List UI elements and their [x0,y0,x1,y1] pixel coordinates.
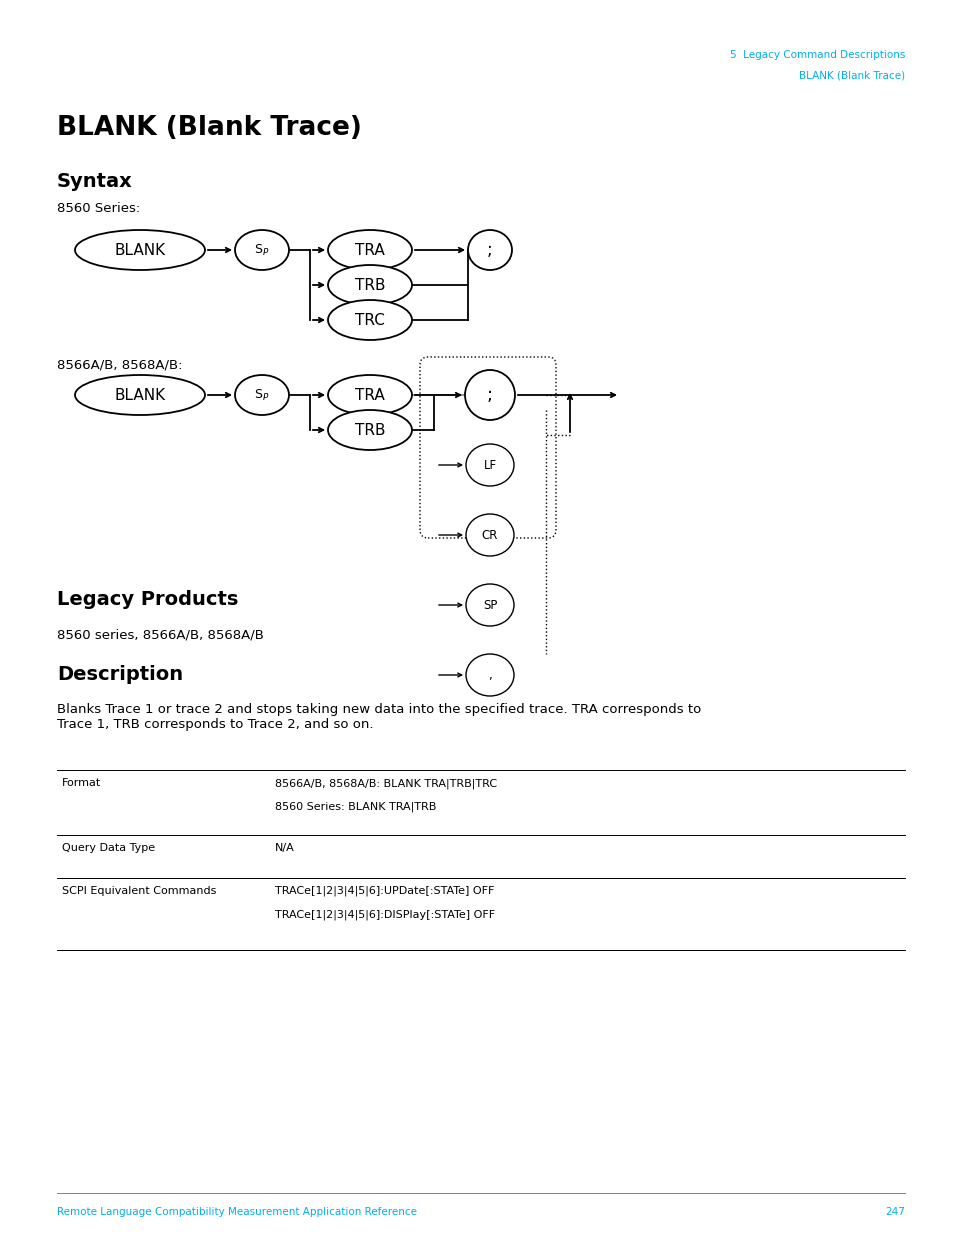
Text: ;: ; [486,387,493,404]
Text: 8560 Series: BLANK TRA|TRB: 8560 Series: BLANK TRA|TRB [274,802,436,813]
Ellipse shape [465,514,514,556]
Text: TRA: TRA [355,388,384,403]
Ellipse shape [234,230,289,270]
Text: TRB: TRB [355,422,385,437]
Text: Query Data Type: Query Data Type [62,844,155,853]
Text: CR: CR [481,529,497,541]
Ellipse shape [328,410,412,450]
Text: ,: , [488,668,492,682]
Text: 5  Legacy Command Descriptions: 5 Legacy Command Descriptions [729,49,904,61]
Text: 247: 247 [884,1207,904,1216]
Text: Syntax: Syntax [57,172,132,191]
Text: TRC: TRC [355,312,384,327]
Text: Legacy Products: Legacy Products [57,590,238,609]
Text: 8566A/B, 8568A/B:: 8566A/B, 8568A/B: [57,358,182,370]
Ellipse shape [328,266,412,305]
Text: TRB: TRB [355,278,385,293]
Text: S$_P$: S$_P$ [254,242,270,258]
Text: SP: SP [482,599,497,611]
Text: S$_P$: S$_P$ [254,388,270,403]
Ellipse shape [75,375,205,415]
Ellipse shape [465,655,514,697]
Ellipse shape [234,375,289,415]
Text: BLANK (Blank Trace): BLANK (Blank Trace) [798,70,904,80]
Ellipse shape [328,230,412,270]
Text: Format: Format [62,778,101,788]
Text: Remote Language Compatibility Measurement Application Reference: Remote Language Compatibility Measuremen… [57,1207,416,1216]
Text: ;: ; [487,241,493,259]
Text: TRACe[1|2|3|4|5|6]:UPDate[:STATe] OFF: TRACe[1|2|3|4|5|6]:UPDate[:STATe] OFF [274,885,494,897]
Text: 8566A/B, 8568A/B: BLANK TRA|TRB|TRC: 8566A/B, 8568A/B: BLANK TRA|TRB|TRC [274,778,497,788]
Text: BLANK (Blank Trace): BLANK (Blank Trace) [57,115,361,141]
Text: LF: LF [483,458,497,472]
Ellipse shape [464,370,515,420]
Text: SCPI Equivalent Commands: SCPI Equivalent Commands [62,885,216,897]
Text: N/A: N/A [274,844,294,853]
Text: TRACe[1|2|3|4|5|6]:DISPlay[:STATe] OFF: TRACe[1|2|3|4|5|6]:DISPlay[:STATe] OFF [274,910,495,920]
Ellipse shape [468,230,512,270]
Ellipse shape [465,584,514,626]
Text: BLANK: BLANK [114,388,166,403]
Text: 8560 series, 8566A/B, 8568A/B: 8560 series, 8566A/B, 8568A/B [57,629,264,641]
Ellipse shape [75,230,205,270]
Text: TRA: TRA [355,242,384,258]
Ellipse shape [465,445,514,487]
Text: Description: Description [57,664,183,684]
Text: 8560 Series:: 8560 Series: [57,203,140,215]
Ellipse shape [328,375,412,415]
Ellipse shape [328,300,412,340]
Text: BLANK: BLANK [114,242,166,258]
Text: Blanks Trace 1 or trace 2 and stops taking new data into the specified trace. TR: Blanks Trace 1 or trace 2 and stops taki… [57,703,700,731]
